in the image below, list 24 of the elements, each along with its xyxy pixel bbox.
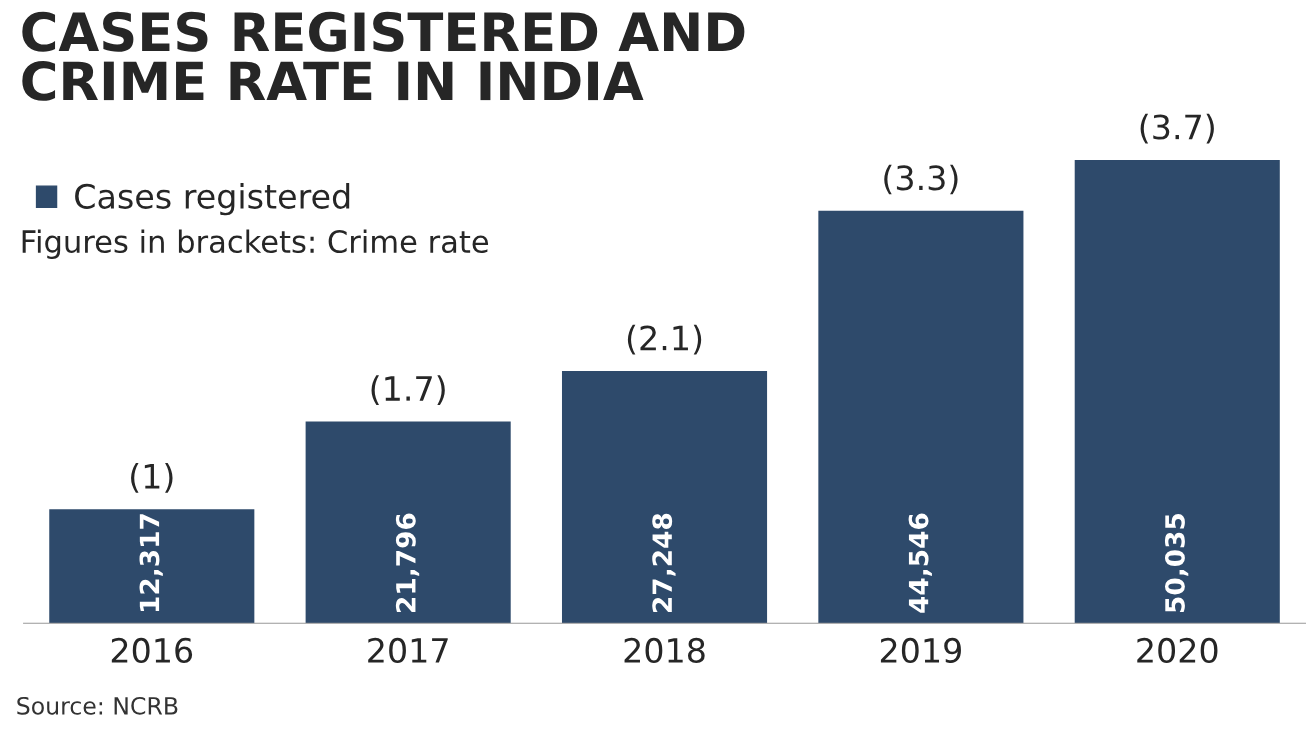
annotation: (2.1) [627,324,702,355]
annotation: (3.3) [884,164,958,195]
x-tick-label: 2020 [1137,637,1218,663]
data-label: 12,317 [139,514,163,612]
bar [818,210,1024,624]
legend-label: Cases registered [75,183,350,216]
bar [305,421,511,624]
x-tick-label: 2019 [880,637,961,663]
data-label: 27,248 [652,513,676,612]
bar [49,509,255,624]
data-label: 44,546 [908,513,932,613]
bar [1074,159,1280,624]
x-tick-label: 2017 [368,637,448,663]
text: Figures in brackets: Crime rate [22,229,489,259]
data-label: 50,035 [1164,514,1189,612]
data-label: 21,796 [395,513,420,612]
bar [561,370,768,624]
annotation: (1) [131,463,173,493]
annotation: (1.7) [371,375,445,406]
chart-title: CASES REGISTERED AND CRIME RATE IN INDIA [22,11,745,101]
x-tick-label: 2018 [624,637,705,663]
x-tick-label: 2016 [111,637,193,663]
source-note: Source: NCRB [17,696,178,715]
annotation: (3.7) [1140,113,1214,144]
